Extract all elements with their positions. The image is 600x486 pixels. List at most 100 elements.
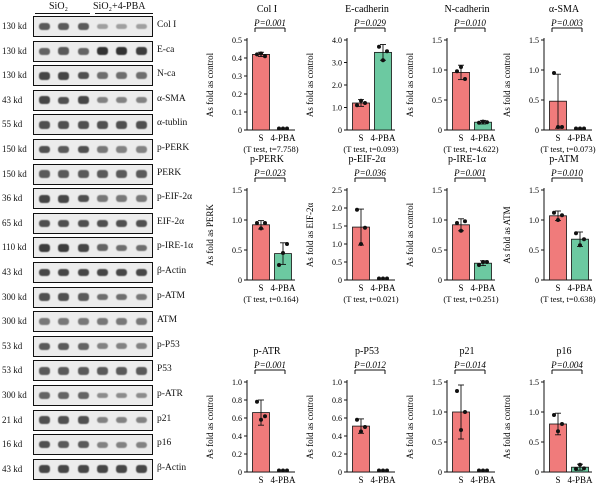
blot-band <box>39 170 51 178</box>
blot-band <box>58 416 70 424</box>
x-tick-label: S <box>458 475 463 485</box>
blot-band <box>97 23 109 30</box>
y-tick-label: 0.8 <box>232 396 242 405</box>
data-point <box>463 219 467 224</box>
y-tick-label: 2.5 <box>332 186 342 195</box>
bar <box>252 54 270 131</box>
data-point <box>481 260 485 264</box>
data-point <box>385 49 389 54</box>
blot-band <box>77 47 89 55</box>
data-point <box>255 221 259 225</box>
blot-band <box>97 417 109 424</box>
blot-protein-label: p-PERK <box>157 143 190 153</box>
data-point <box>355 417 359 422</box>
blot-band <box>39 416 51 424</box>
blot-band <box>116 465 128 474</box>
y-tick-label: 0.3 <box>232 72 242 81</box>
x-tick-label: S <box>555 133 560 143</box>
x-tick-label: 4-PBA <box>567 283 593 293</box>
blot-protein-label: PERK <box>157 167 182 178</box>
data-point <box>285 126 289 131</box>
blot-band <box>39 71 51 80</box>
blot-band <box>58 243 70 252</box>
blot-band <box>77 121 89 129</box>
blot-kd-label: 53 kd <box>2 340 23 351</box>
blot-protein-label: α-tublin <box>157 118 188 129</box>
blot-band <box>135 343 147 350</box>
y-tick-label: 0.4 <box>332 432 342 441</box>
y-tick-label: 1.5 <box>529 186 539 195</box>
chart-title: p-IRE-1α <box>448 154 487 165</box>
y-tick-label: 4.0 <box>332 36 342 45</box>
blot-band <box>116 146 128 153</box>
group-header-sio2-4pba: SiO₂+4-PBA <box>93 1 146 12</box>
blot-band <box>77 170 89 178</box>
blot-band <box>97 318 109 325</box>
blot-protein-label: p-P53 <box>157 339 180 350</box>
blot-protein-label: p16 <box>157 438 172 449</box>
chart-title: p-PERK <box>250 154 285 165</box>
data-point <box>582 237 586 242</box>
data-point <box>377 44 381 49</box>
y-tick-label: 3.0 <box>332 59 342 68</box>
blot-band <box>135 195 147 202</box>
p-value-label: P=0.004 <box>550 360 583 370</box>
blot-band <box>58 96 70 105</box>
y-tick-label: 1.0 <box>332 240 342 249</box>
blot-kd-label: 300 kd <box>2 291 27 302</box>
x-tick-label: S <box>555 283 560 293</box>
y-tick-label: 1.0 <box>332 104 342 113</box>
blot-strip <box>33 262 153 283</box>
data-point <box>459 428 463 432</box>
p-value-label: P=0.012 <box>353 360 386 370</box>
blot-band <box>39 293 51 301</box>
y-tick-label: 2.0 <box>332 81 342 90</box>
blot-band <box>135 293 147 301</box>
blot-strip <box>33 335 153 357</box>
p-value-label: P=0.010 <box>550 168 583 178</box>
y-tick-label: 0.2 <box>232 90 242 99</box>
blot-kd-label: 43 kd <box>2 463 23 474</box>
y-tick-label: 0.5 <box>529 246 539 255</box>
blot-strip <box>33 139 153 160</box>
blot-band <box>116 170 128 178</box>
y-tick-label: 1.5 <box>232 186 242 195</box>
blot-protein-label: ATM <box>157 315 178 326</box>
y-tick-label: 0 <box>535 276 539 285</box>
y-axis-label: As fold as control <box>502 52 512 117</box>
data-point <box>259 51 263 56</box>
y-axis-label: As fold as control <box>205 394 215 459</box>
x-tick-label: 4-PBA <box>270 283 296 293</box>
data-point <box>455 389 459 393</box>
blot-band <box>77 219 89 228</box>
stat-test-label: (T test, t=0.073) <box>540 144 595 154</box>
data-point <box>459 65 463 69</box>
y-tick-label: 0 <box>238 126 242 135</box>
blot-band <box>39 194 51 203</box>
blot-band <box>97 46 109 56</box>
blot-band <box>77 318 89 325</box>
data-point <box>481 119 485 124</box>
y-tick-label: 0 <box>535 468 539 477</box>
y-tick-label: 1.0 <box>432 216 442 225</box>
blot-band <box>116 46 128 56</box>
y-tick-label: 0.5 <box>432 96 442 105</box>
data-point <box>477 263 481 267</box>
blot-band <box>58 121 70 129</box>
blot-band <box>135 146 147 153</box>
data-point <box>255 399 259 404</box>
data-point <box>485 260 489 264</box>
blot-band <box>97 146 109 153</box>
y-tick-label: 0.6 <box>232 414 242 423</box>
y-tick-label: 0.2 <box>232 450 242 459</box>
stat-test-label: (T test, t=0.251) <box>443 294 498 304</box>
x-tick-label: S <box>458 283 463 293</box>
x-tick-label: 4-PBA <box>370 475 396 485</box>
chart-title: p-EIF-2α <box>349 154 387 165</box>
data-point <box>363 101 367 105</box>
blot-band <box>116 392 128 399</box>
group-underline-sio2-4pba <box>95 13 153 14</box>
chart-title: α-SMA <box>549 4 580 15</box>
x-tick-label: 4-PBA <box>470 475 496 485</box>
y-tick-label: 0.5 <box>232 36 242 45</box>
